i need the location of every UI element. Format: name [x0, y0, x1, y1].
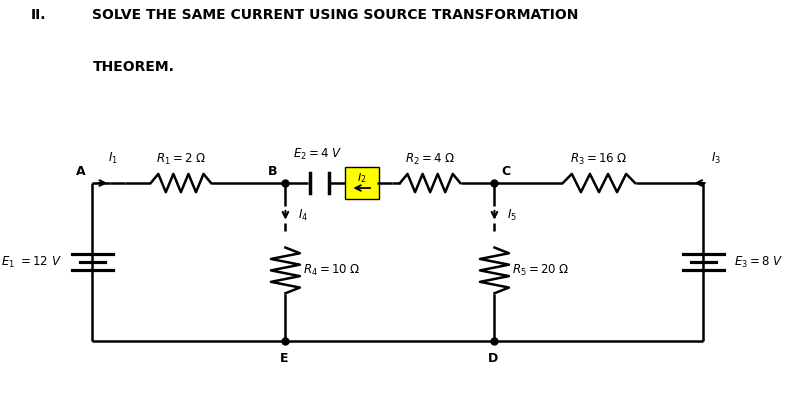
Text: E: E	[279, 352, 287, 364]
Text: $E_1\ {=}12\ V$: $E_1\ {=}12\ V$	[1, 255, 62, 270]
Text: C: C	[500, 165, 509, 178]
Text: $I_5$: $I_5$	[507, 208, 516, 223]
Text: $R_1 = 2\ \Omega$: $R_1 = 2\ \Omega$	[156, 152, 206, 167]
Text: $I_3$: $I_3$	[711, 151, 720, 166]
Text: $E_3 = 8\ V$: $E_3 = 8\ V$	[733, 255, 782, 270]
Text: B: B	[267, 165, 277, 178]
Text: D: D	[487, 352, 497, 364]
Text: $I_1$: $I_1$	[108, 151, 118, 166]
Text: A: A	[76, 165, 86, 178]
FancyBboxPatch shape	[344, 167, 378, 199]
Text: $R_2 = 4\ \Omega$: $R_2 = 4\ \Omega$	[405, 152, 454, 167]
Text: SOLVE THE SAME CURRENT USING SOURCE TRANSFORMATION: SOLVE THE SAME CURRENT USING SOURCE TRAN…	[92, 8, 578, 22]
Text: $I_4$: $I_4$	[298, 208, 308, 223]
Text: $E_2 = 4\ V$: $E_2 = 4\ V$	[292, 147, 342, 162]
Text: $R_5 = 20\ \Omega$: $R_5 = 20\ \Omega$	[512, 263, 569, 278]
Text: $I_2$: $I_2$	[357, 171, 366, 185]
Text: $R_4 = 10\ \Omega$: $R_4 = 10\ \Omega$	[303, 263, 361, 278]
Text: II.: II.	[31, 8, 46, 22]
Text: THEOREM.: THEOREM.	[92, 60, 174, 74]
Text: $R_3 = 16\ \Omega$: $R_3 = 16\ \Omega$	[569, 152, 627, 167]
